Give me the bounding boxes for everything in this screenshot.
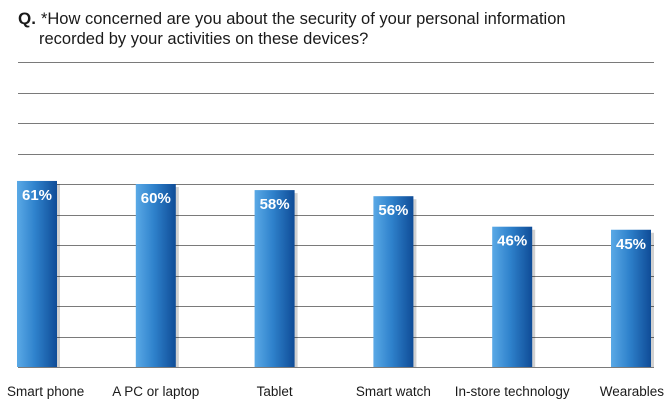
bar-value-label: 58% [260,196,290,213]
bar [373,196,414,367]
gridlines [18,62,654,368]
bar [135,184,176,367]
bar-value-label: 45% [616,236,646,253]
bar-value-label: 60% [141,190,171,207]
category-label: Tablet [257,384,293,399]
bar [254,190,295,367]
bars: 61% 60% 58% 56% 46% 45% [17,180,654,367]
bar-value-label: 46% [497,233,527,250]
bar [492,226,533,367]
category-label: A PC or laptop [112,384,199,399]
question-line-1: *How concerned are you about the securit… [40,10,566,28]
category-label: In-store technology [455,384,570,399]
bar [17,180,57,367]
category-labels: Smart phone A PC or laptop Tablet Smart wat… [7,384,664,399]
bar-value-label: 56% [378,202,408,219]
bar [611,229,651,367]
category-label: Smart phone [7,384,84,399]
category-label: Wearables [600,384,665,399]
question-text: Q. *How concerned are you about the secur… [18,9,618,49]
question-prefix: Q. [18,9,36,28]
bar-value-label: 61% [22,187,52,204]
category-label: Smart watch [356,384,431,399]
question-line-2: recorded by your activities on these dev… [39,30,369,48]
